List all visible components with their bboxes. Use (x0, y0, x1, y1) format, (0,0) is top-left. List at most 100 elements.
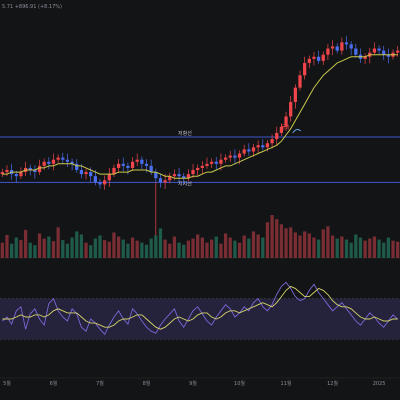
candle-body (149, 165, 153, 173)
volume-bar (70, 237, 74, 258)
candle-body (200, 165, 204, 168)
volume-bar (312, 237, 316, 258)
candle-body (396, 50, 400, 53)
candle-body (298, 75, 302, 88)
volume-bar (233, 240, 237, 258)
time-axis-tick-label: 2025 (373, 381, 386, 387)
volume-bar (200, 237, 204, 258)
oscillator-pane (0, 281, 400, 340)
candle-body (126, 165, 130, 168)
candle-body (275, 132, 279, 140)
candle-body (256, 145, 260, 148)
candle-body (349, 44, 353, 49)
time-axis-tick-label: 8월 (143, 380, 151, 387)
header-info-text: 5.71 +896.91 (+8.17%) (2, 4, 62, 10)
candle-body (330, 46, 335, 49)
volume-bar (84, 242, 88, 258)
candle-body (154, 172, 158, 179)
volume-bar (51, 241, 56, 258)
volume-bar (116, 236, 121, 258)
candle-body (279, 126, 284, 133)
volume-bar (396, 241, 400, 258)
candle-body (372, 48, 377, 53)
volume-bar (107, 241, 111, 258)
candle-body (363, 56, 367, 59)
breakout-label: 돌파 (281, 124, 291, 131)
candle-body (93, 176, 97, 183)
candle-body (205, 163, 209, 166)
candle-body (344, 42, 349, 45)
volume-bar (265, 222, 270, 258)
candle-body (14, 174, 18, 177)
candle-body (51, 159, 56, 164)
volume-bar (5, 235, 9, 258)
time-axis-tick-label: 12월 (327, 380, 338, 387)
volume-bar (158, 228, 163, 258)
price-pane[interactable] (0, 36, 400, 240)
volume-bar (93, 238, 97, 258)
candle-body (293, 87, 297, 103)
volume-bar (149, 238, 153, 258)
volume-bar (191, 238, 195, 258)
volume-bar (61, 240, 65, 258)
volume-bar (219, 243, 223, 258)
volume-bar (284, 228, 288, 258)
candle-body (42, 161, 46, 166)
candle-body (214, 161, 218, 164)
volume-bar (42, 238, 46, 258)
volume-bar (23, 229, 28, 258)
volume-bar (316, 239, 321, 258)
oscillator-signal-line (2, 285, 398, 330)
candle-body (121, 163, 125, 166)
time-axis-tick-label: 9월 (189, 380, 197, 387)
candle-body (316, 56, 321, 61)
candle-body (65, 159, 70, 162)
volume-bar (377, 239, 381, 258)
volume-bar (89, 245, 93, 258)
candle-body (219, 159, 223, 164)
candle-body (84, 172, 88, 175)
volume-bar (47, 236, 51, 258)
candle-body (144, 163, 149, 166)
volume-bar (242, 235, 246, 258)
candle-body (233, 155, 237, 158)
candle-body (340, 42, 344, 51)
volume-bar (172, 236, 177, 258)
candle-body (386, 54, 390, 57)
volume-bar (358, 237, 363, 258)
moving-average-line (2, 54, 398, 179)
candle-body (98, 182, 102, 185)
volume-bar (340, 236, 344, 258)
volume-bar (372, 236, 377, 258)
candle-body (89, 172, 93, 177)
volume-bar (135, 240, 139, 258)
candle-body (56, 157, 60, 160)
volume-bar (368, 238, 372, 258)
candle-body (237, 153, 242, 158)
volume-bar (354, 234, 358, 258)
candle-body (242, 149, 246, 154)
candle-body (303, 62, 307, 76)
volume-bar (303, 231, 307, 258)
candle-body (37, 165, 42, 173)
candle-body (75, 163, 79, 170)
volume-bar (279, 224, 284, 258)
candle-body (0, 172, 4, 175)
candle-body (163, 180, 167, 183)
volume-bar (186, 240, 190, 258)
volume-bar (386, 237, 390, 258)
volume-bar (168, 243, 172, 258)
volume-bar (237, 242, 242, 258)
candle-body (312, 56, 316, 59)
volume-bar (10, 243, 14, 258)
candle-body (335, 46, 339, 51)
candle-body (112, 167, 116, 175)
candle-body (326, 48, 330, 55)
candle-body (5, 170, 9, 173)
candle-body (377, 48, 381, 51)
volume-bar (289, 227, 293, 258)
candle-body (33, 170, 37, 173)
candle-body (61, 157, 65, 160)
volume-bar (270, 215, 274, 258)
